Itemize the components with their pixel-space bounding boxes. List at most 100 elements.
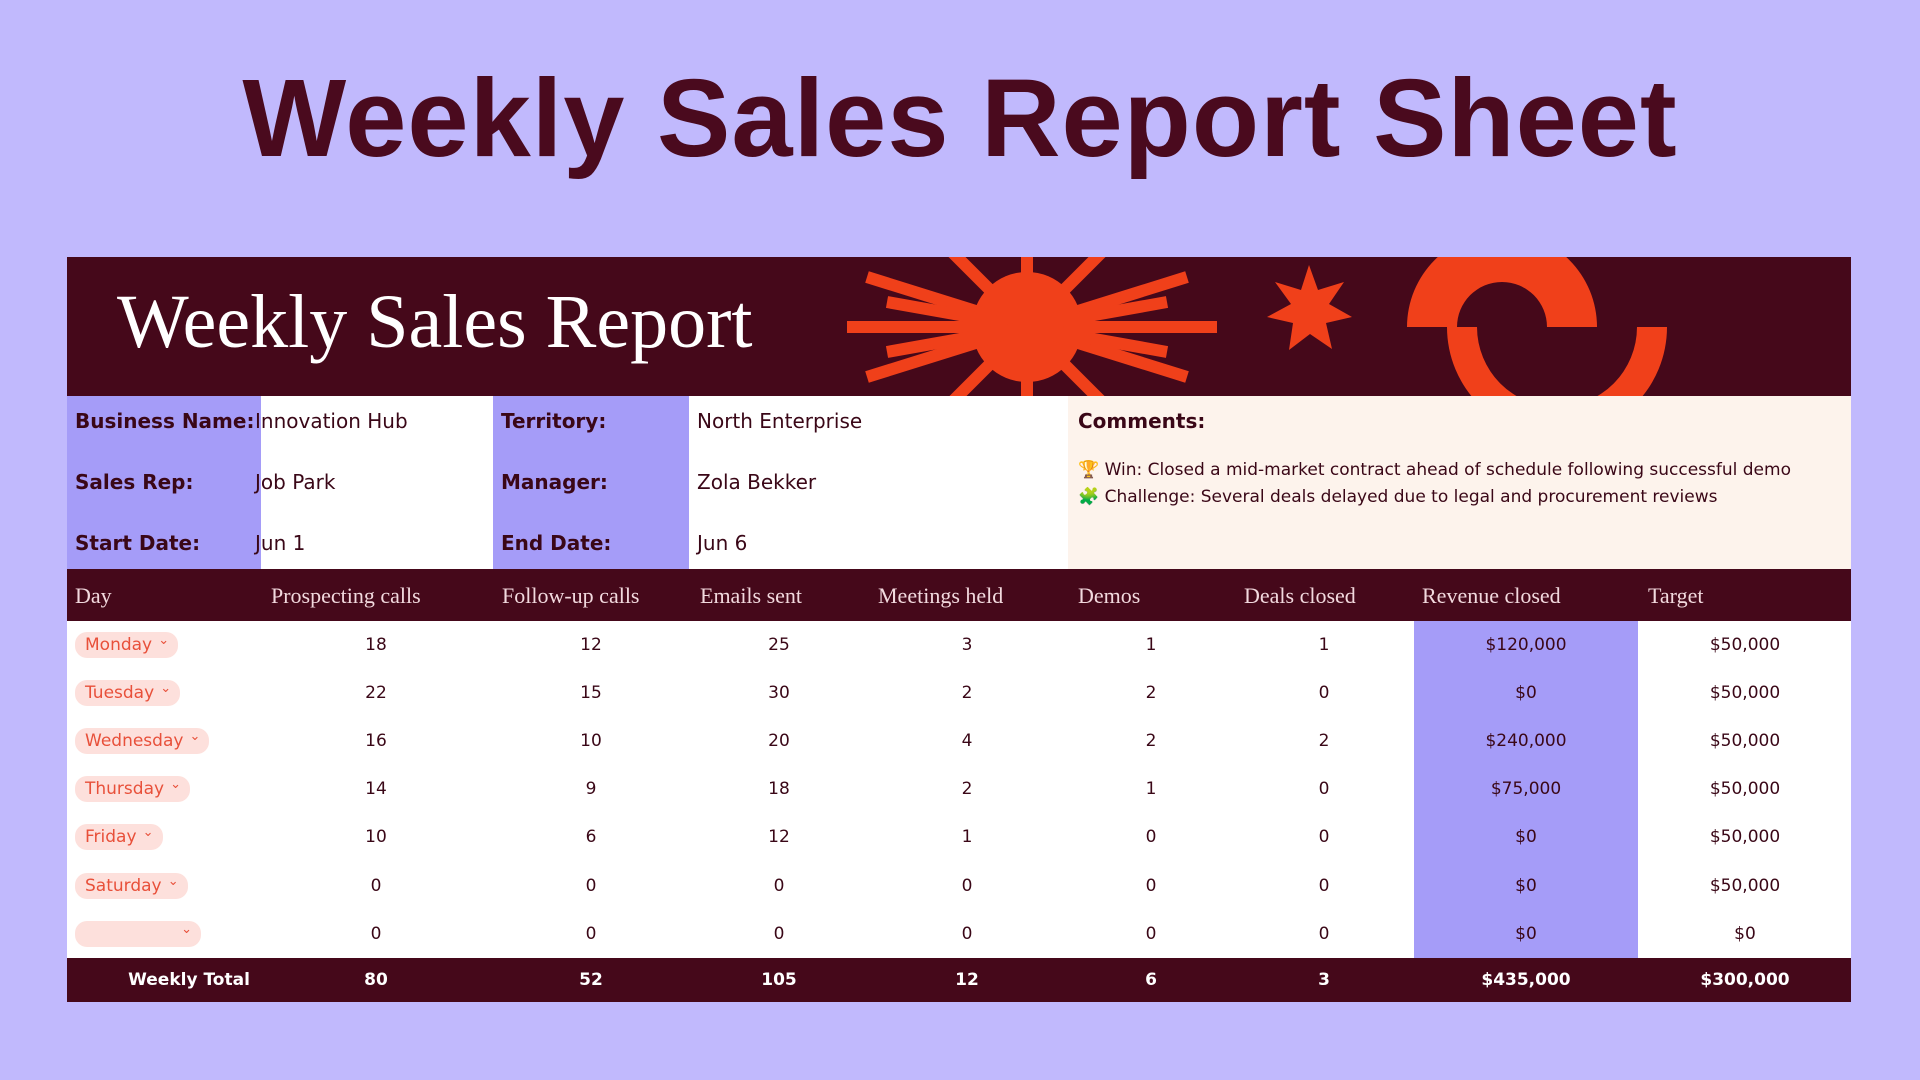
table-cell: 15 bbox=[580, 683, 602, 704]
table-cell: 0 bbox=[1318, 827, 1330, 848]
table-cell: 4 bbox=[961, 731, 973, 752]
table-cell: 0 bbox=[1318, 683, 1330, 704]
info-label: Territory: bbox=[501, 409, 607, 433]
table-cell: $0 bbox=[1734, 923, 1756, 944]
table-cell: 0 bbox=[370, 875, 382, 896]
table-cell: 1 bbox=[1318, 635, 1330, 655]
table-cell: $50,000 bbox=[1709, 731, 1781, 752]
column-header: Day bbox=[75, 583, 112, 608]
info-value: Jun 1 bbox=[255, 531, 306, 555]
comments-label: Comments: bbox=[1078, 409, 1206, 433]
info-value: Zola Bekker bbox=[697, 470, 817, 494]
table-cell: 1 bbox=[1145, 635, 1157, 655]
table-cell: 2 bbox=[1145, 683, 1157, 704]
table-cell: 0 bbox=[961, 875, 973, 896]
table-cell: 0 bbox=[1145, 827, 1157, 848]
table-cell: 0 bbox=[1318, 923, 1330, 944]
info-value: North Enterprise bbox=[697, 409, 863, 433]
column-header: Follow-up calls bbox=[502, 583, 640, 608]
column-header: Prospecting calls bbox=[271, 583, 421, 608]
comments-box bbox=[1068, 396, 1851, 569]
table-cell: 9 bbox=[585, 779, 597, 800]
table-cell: 2 bbox=[961, 779, 973, 800]
total-cell: 12 bbox=[955, 970, 979, 990]
table-cell: $240,000 bbox=[1485, 731, 1567, 752]
table-cell: $120,000 bbox=[1485, 635, 1567, 655]
table-cell: 0 bbox=[773, 923, 785, 944]
table-cell: 0 bbox=[585, 875, 597, 896]
table-cell: 12 bbox=[580, 635, 602, 655]
column-header: Revenue closed bbox=[1422, 583, 1561, 608]
table-cell: 18 bbox=[365, 635, 387, 655]
day-dropdown[interactable]: Tuesday bbox=[75, 676, 181, 707]
banner-title: Weekly Sales Report bbox=[117, 280, 753, 364]
comment-line: 🧩 Challenge: Several deals delayed due t… bbox=[1078, 487, 1718, 507]
column-header: Target bbox=[1648, 583, 1704, 608]
table-cell: 0 bbox=[1145, 875, 1157, 896]
star bbox=[1267, 265, 1352, 350]
table-cell: 2 bbox=[1145, 731, 1157, 752]
info-label: End Date: bbox=[501, 531, 612, 555]
total-cell: 3 bbox=[1318, 970, 1330, 990]
page-title: Weekly Sales Report Sheet bbox=[242, 57, 1678, 180]
table-cell: $50,000 bbox=[1709, 683, 1781, 704]
table-cell: 1 bbox=[961, 827, 973, 848]
table-cell: 14 bbox=[365, 779, 387, 800]
column-header: Demos bbox=[1078, 583, 1141, 608]
table-cell: 0 bbox=[370, 923, 382, 944]
table-cell: $50,000 bbox=[1709, 779, 1781, 800]
table-cell: 0 bbox=[585, 923, 597, 944]
table-cell: 2 bbox=[961, 683, 973, 704]
revenue-column bbox=[1414, 621, 1638, 958]
table-cell: 12 bbox=[768, 827, 790, 848]
column-header: Meetings held bbox=[878, 583, 1004, 608]
table-cell: 3 bbox=[961, 635, 973, 655]
table-cell: $50,000 bbox=[1709, 635, 1781, 655]
table-cell: 20 bbox=[768, 731, 790, 752]
info-value: Job Park bbox=[255, 470, 336, 494]
total-cell: 105 bbox=[761, 970, 797, 990]
arc-bottom bbox=[1447, 327, 1667, 396]
day-dropdown[interactable] bbox=[75, 917, 201, 947]
table-cell: 0 bbox=[1318, 779, 1330, 800]
table-cell: 25 bbox=[768, 635, 790, 655]
table-cell: 18 bbox=[768, 779, 790, 800]
total-row bbox=[67, 958, 1851, 1002]
table-cell: 22 bbox=[365, 683, 387, 704]
table-cell: 0 bbox=[1145, 923, 1157, 944]
table-cell: 0 bbox=[773, 875, 785, 896]
table-cell: 2 bbox=[1318, 731, 1330, 752]
total-cell: $300,000 bbox=[1700, 970, 1790, 990]
table-cell: 0 bbox=[1318, 875, 1330, 896]
table-cell: $50,000 bbox=[1709, 875, 1781, 896]
info-label: Manager: bbox=[501, 470, 608, 494]
table-cell: 6 bbox=[585, 827, 597, 848]
table-header bbox=[67, 569, 1851, 621]
comment-line: 🏆 Win: Closed a mid-market contract ahea… bbox=[1078, 460, 1791, 480]
day-dropdown[interactable]: Wednesday bbox=[75, 724, 210, 755]
total-cell: 6 bbox=[1145, 970, 1157, 990]
info-value: Jun 6 bbox=[697, 531, 748, 555]
table-cell: $0 bbox=[1515, 923, 1537, 944]
table-cell: 0 bbox=[961, 923, 973, 944]
table-cell: 10 bbox=[365, 827, 387, 848]
info-label: Sales Rep: bbox=[75, 470, 194, 494]
table-cell: 10 bbox=[580, 731, 602, 752]
info-label: Business Name: bbox=[75, 409, 255, 433]
column-header: Deals closed bbox=[1244, 583, 1356, 608]
total-cell: 52 bbox=[579, 970, 603, 990]
total-cell: $435,000 bbox=[1481, 970, 1571, 990]
arc-top bbox=[1407, 257, 1597, 327]
day-dropdown[interactable]: Friday bbox=[75, 820, 163, 851]
info-label: Start Date: bbox=[75, 531, 201, 555]
day-dropdown[interactable]: Monday bbox=[75, 628, 179, 658]
table-cell: $0 bbox=[1515, 875, 1537, 896]
table-cell: 1 bbox=[1145, 779, 1157, 800]
table-cell: $75,000 bbox=[1490, 779, 1562, 800]
info-value: Innovation Hub bbox=[255, 409, 408, 433]
day-dropdown[interactable]: Saturday bbox=[75, 869, 188, 899]
day-dropdown[interactable]: Thursday bbox=[75, 772, 191, 803]
